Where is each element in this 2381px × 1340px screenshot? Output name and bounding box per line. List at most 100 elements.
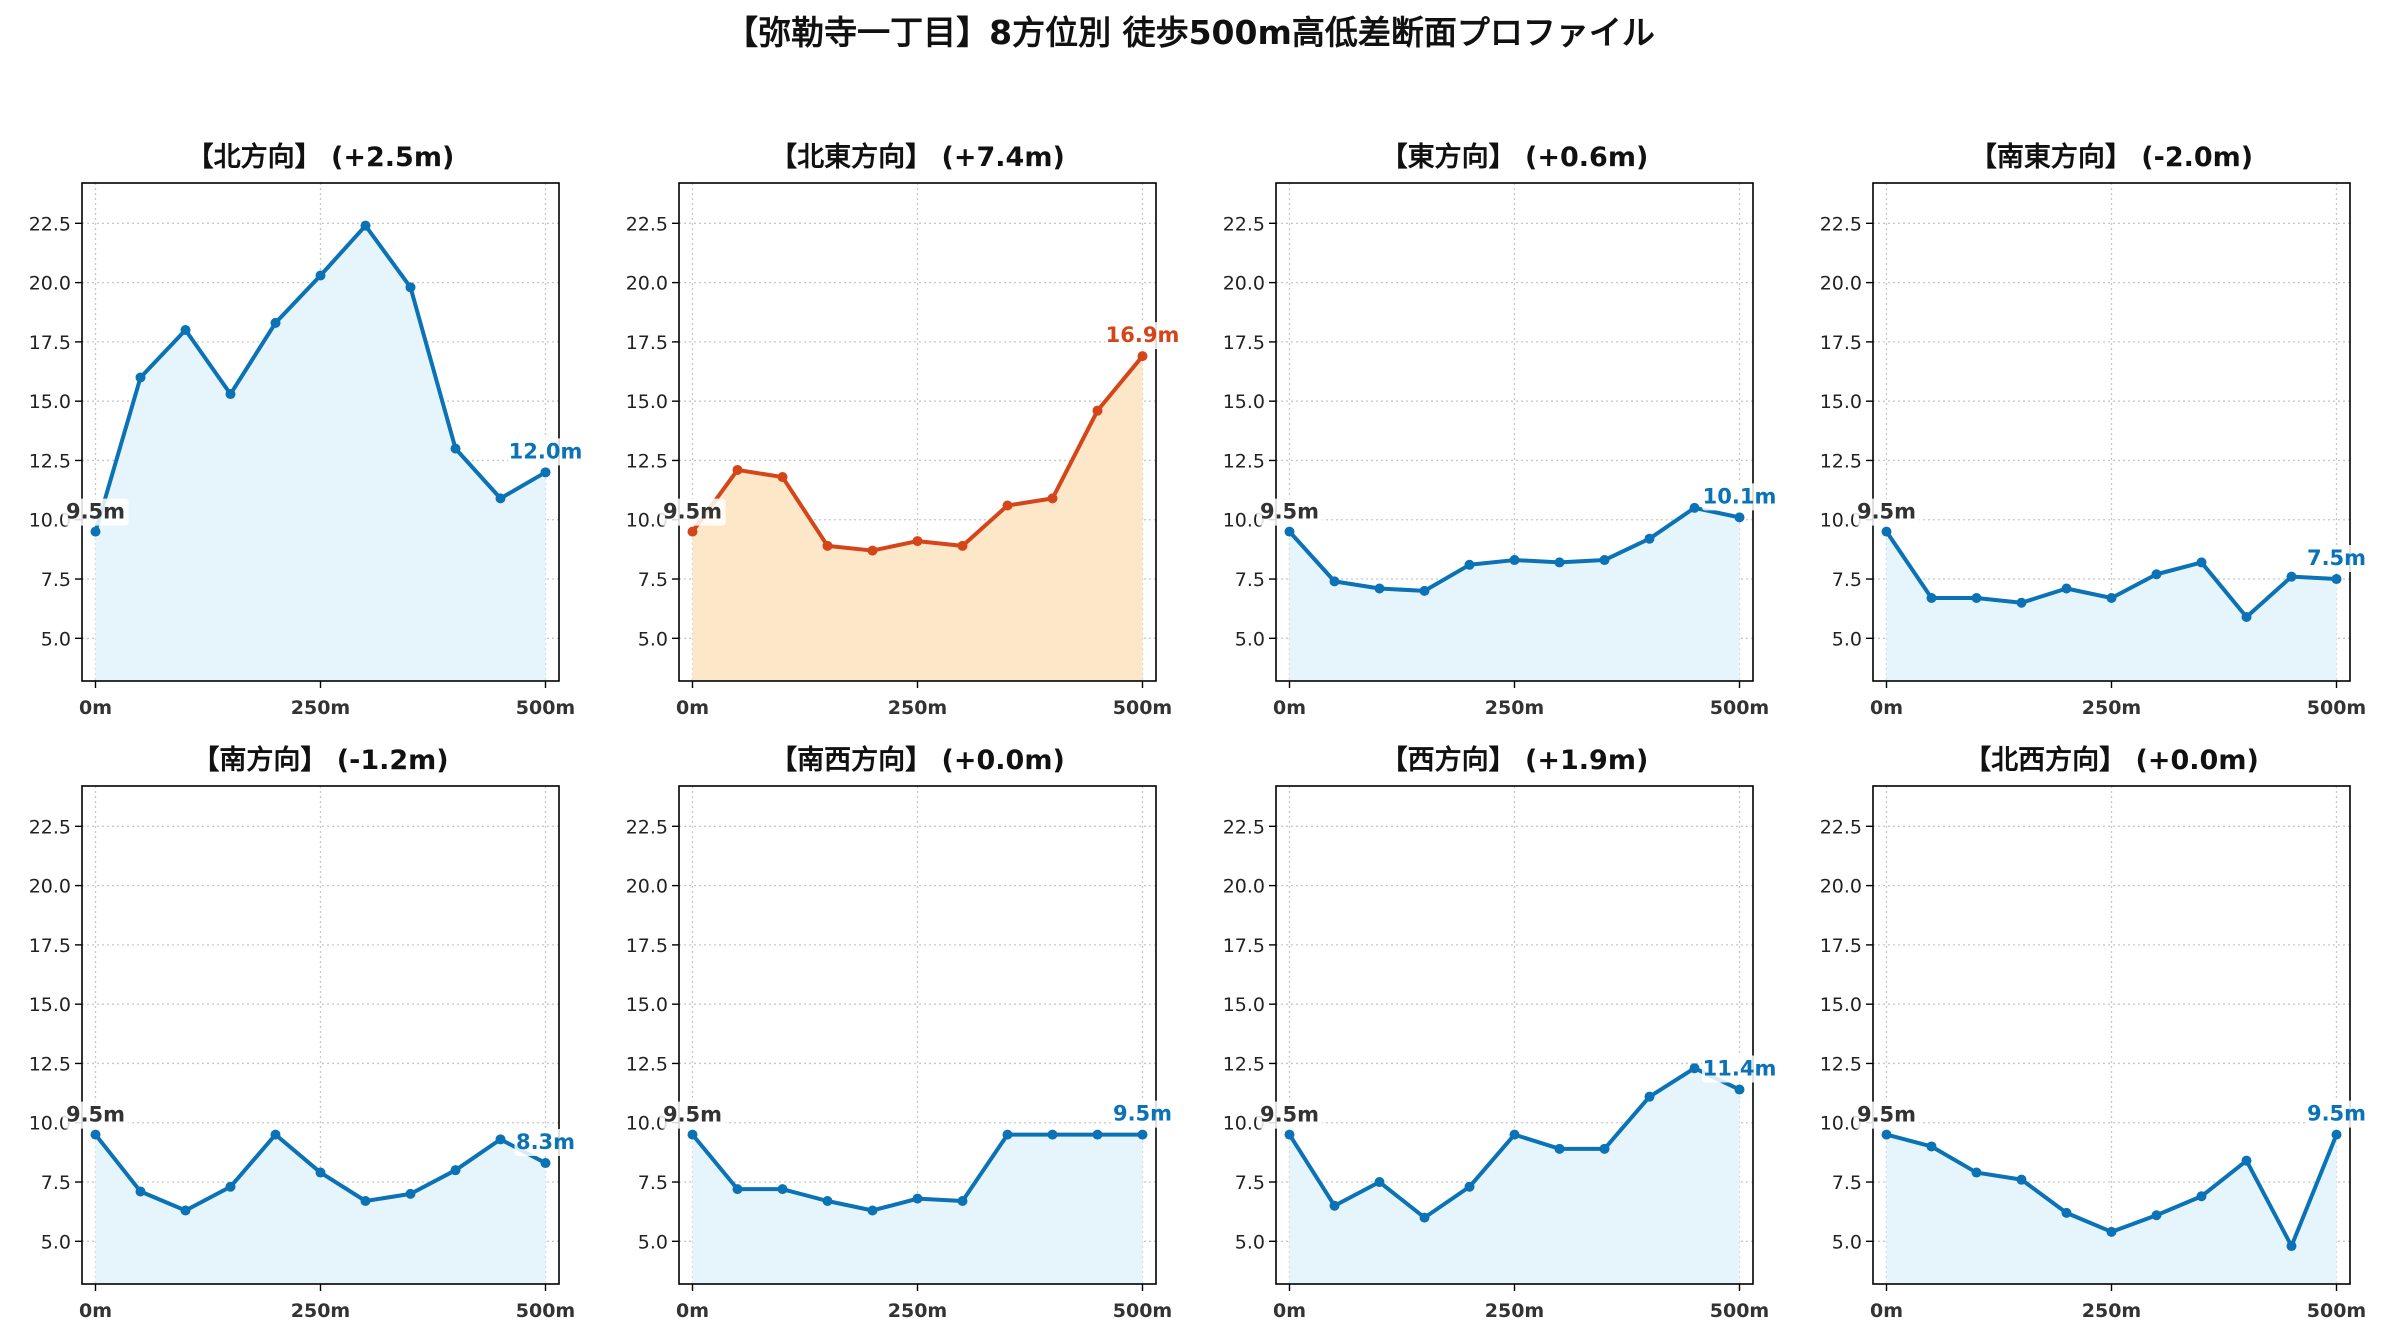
y-tick-label: 10.0 (626, 1113, 668, 1135)
x-tick-label: 0m (79, 697, 112, 719)
y-tick-label: 20.0 (1820, 273, 1862, 295)
data-point (495, 1134, 506, 1145)
x-tick-label: 0m (676, 1300, 709, 1322)
y-tick-label: 5.0 (41, 628, 71, 650)
start-label-box (62, 498, 129, 526)
data-point (1419, 585, 1430, 596)
panel-5: 【南西方向】 (+0.0m) 5.0 7.5 10.0 12.5 15.0 17.5 20.0… (626, 744, 1174, 1322)
data-point (1047, 493, 1058, 504)
end-value-label: 10.1m (1703, 484, 1777, 508)
x-tick-label: 250m (888, 1300, 947, 1322)
data-point (1284, 1129, 1295, 1140)
data-point (1644, 533, 1655, 544)
end-value-label: 16.9m (1106, 323, 1180, 347)
y-tick-label: 22.5 (1223, 213, 1265, 235)
y-tick-label: 17.5 (1223, 935, 1265, 957)
y-tick-label: 15.0 (1223, 994, 1265, 1016)
data-point (1137, 351, 1148, 362)
data-point (1926, 1141, 1937, 1152)
y-tick-label: 22.5 (1223, 816, 1265, 838)
end-label-box (1105, 322, 1180, 350)
y-tick-label: 10.0 (1820, 510, 1862, 532)
data-point (912, 1193, 923, 1204)
data-point (2106, 593, 2117, 603)
y-tick-label: 22.5 (626, 213, 668, 235)
start-value-label: 9.5m (66, 500, 125, 524)
x-tick-label: 0m (676, 697, 709, 719)
y-tick-label: 20.0 (626, 876, 668, 898)
y-tick-label: 10.0 (1223, 510, 1265, 532)
y-tick-label: 22.5 (29, 816, 71, 838)
y-tick-label: 20.0 (626, 273, 668, 295)
panel-title: 【北西方向】 (+0.0m) (1964, 744, 2259, 776)
data-point (270, 1129, 281, 1140)
data-point (1329, 576, 1340, 587)
x-tick-label: 0m (1870, 697, 1903, 719)
data-point (912, 536, 923, 547)
data-point (180, 1205, 191, 1216)
data-point (1002, 1129, 1013, 1140)
data-point (957, 1196, 968, 1206)
y-tick-label: 20.0 (1223, 876, 1265, 898)
data-point (1599, 1143, 1610, 1154)
x-tick-label: 500m (1113, 697, 1172, 719)
y-tick-label: 17.5 (1820, 935, 1862, 957)
x-tick-label: 0m (1273, 697, 1306, 719)
y-tick-label: 5.0 (1832, 628, 1862, 650)
end-value-label: 7.5m (2307, 546, 2366, 570)
y-tick-label: 20.0 (1223, 273, 1265, 295)
data-point (687, 1129, 698, 1140)
data-point (1509, 1129, 1520, 1140)
data-point (1329, 1200, 1340, 1211)
end-label-box (1702, 1055, 1777, 1083)
y-tick-label: 7.5 (1235, 569, 1265, 591)
start-value-label: 9.5m (66, 1103, 125, 1127)
x-tick-label: 250m (1485, 1300, 1544, 1322)
data-point (1047, 1129, 1058, 1140)
y-tick-label: 17.5 (626, 332, 668, 354)
data-point (270, 317, 281, 328)
start-value-label: 9.5m (1260, 500, 1319, 524)
data-point (822, 1196, 833, 1206)
x-tick-label: 250m (291, 697, 350, 719)
data-point (405, 282, 416, 293)
start-value-label: 9.5m (663, 1103, 722, 1127)
data-point (1971, 593, 1982, 603)
data-point (957, 540, 968, 551)
y-tick-label: 17.5 (29, 935, 71, 957)
x-tick-label: 500m (516, 1300, 575, 1322)
panel-6: 【西方向】 (+1.9m) 5.0 7.5 10.0 12.5 15.0 17.5 20.0 2… (1223, 744, 1777, 1322)
x-tick-label: 250m (2082, 1300, 2141, 1322)
y-tick-label: 12.5 (1223, 1053, 1265, 1075)
y-tick-label: 5.0 (1235, 628, 1265, 650)
x-tick-label: 500m (1113, 1300, 1172, 1322)
start-label-box (659, 1101, 726, 1129)
area-fill (1886, 1134, 2337, 1284)
y-tick-label: 20.0 (29, 273, 71, 295)
end-value-label: 9.5m (2307, 1102, 2366, 1126)
y-tick-label: 20.0 (1820, 876, 1862, 898)
x-tick-label: 0m (79, 1300, 112, 1322)
data-point (777, 472, 788, 483)
data-point (732, 464, 743, 475)
end-label-box (1702, 483, 1777, 511)
data-point (2331, 1129, 2342, 1140)
data-point (90, 526, 101, 537)
end-label-box (508, 438, 583, 466)
data-point (360, 1196, 371, 1206)
y-tick-label: 5.0 (1235, 1231, 1265, 1253)
y-tick-label: 7.5 (1235, 1172, 1265, 1194)
x-tick-label: 500m (1710, 697, 1769, 719)
data-point (1926, 593, 1937, 603)
start-label-box (1256, 498, 1323, 526)
y-tick-label: 12.5 (626, 1053, 668, 1075)
data-point (1971, 1167, 1982, 1178)
area-fill (692, 1134, 1143, 1284)
data-point (732, 1184, 743, 1195)
y-tick-label: 12.5 (626, 450, 668, 472)
x-tick-label: 250m (2082, 697, 2141, 719)
x-tick-label: 500m (516, 697, 575, 719)
end-value-label: 11.4m (1703, 1057, 1777, 1081)
data-point (450, 443, 461, 454)
y-tick-label: 15.0 (29, 391, 71, 413)
